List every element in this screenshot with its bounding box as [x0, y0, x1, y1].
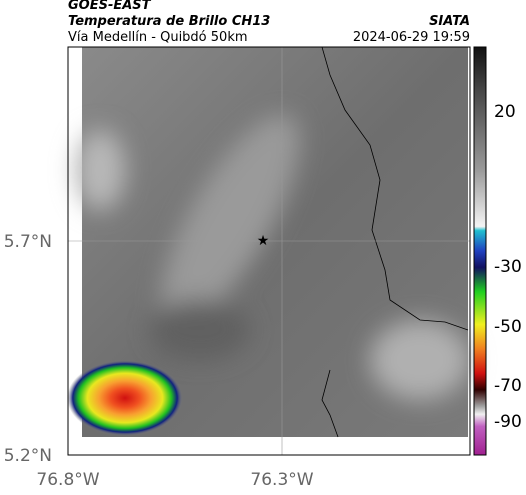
- colorbar-tick: -70: [494, 376, 522, 396]
- lon-tick: 76.3°W: [250, 470, 313, 490]
- svg-text:★: ★: [257, 233, 270, 249]
- colorbar-tick: 20: [494, 102, 516, 122]
- colorbar-tick: -50: [494, 317, 522, 337]
- source: GOES-EAST: [68, 0, 152, 13]
- datetime: 2024-06-29 19:59: [353, 30, 470, 45]
- colorbar: [473, 46, 487, 456]
- colorbar-tick: -90: [494, 412, 522, 432]
- lon-tick: 76.8°W: [36, 470, 99, 490]
- lat-tick: 5.2°N: [4, 446, 52, 466]
- title: Temperatura de Brillo CH13: [68, 14, 270, 29]
- region: Vía Medellín - Quibdó 50km: [68, 30, 248, 45]
- colorbar-tick: -30: [494, 257, 522, 277]
- satellite-image: ★: [67, 46, 470, 455]
- map-frame: [67, 46, 471, 456]
- agency: SIATA: [429, 14, 470, 29]
- lat-tick: 5.7°N: [4, 232, 52, 252]
